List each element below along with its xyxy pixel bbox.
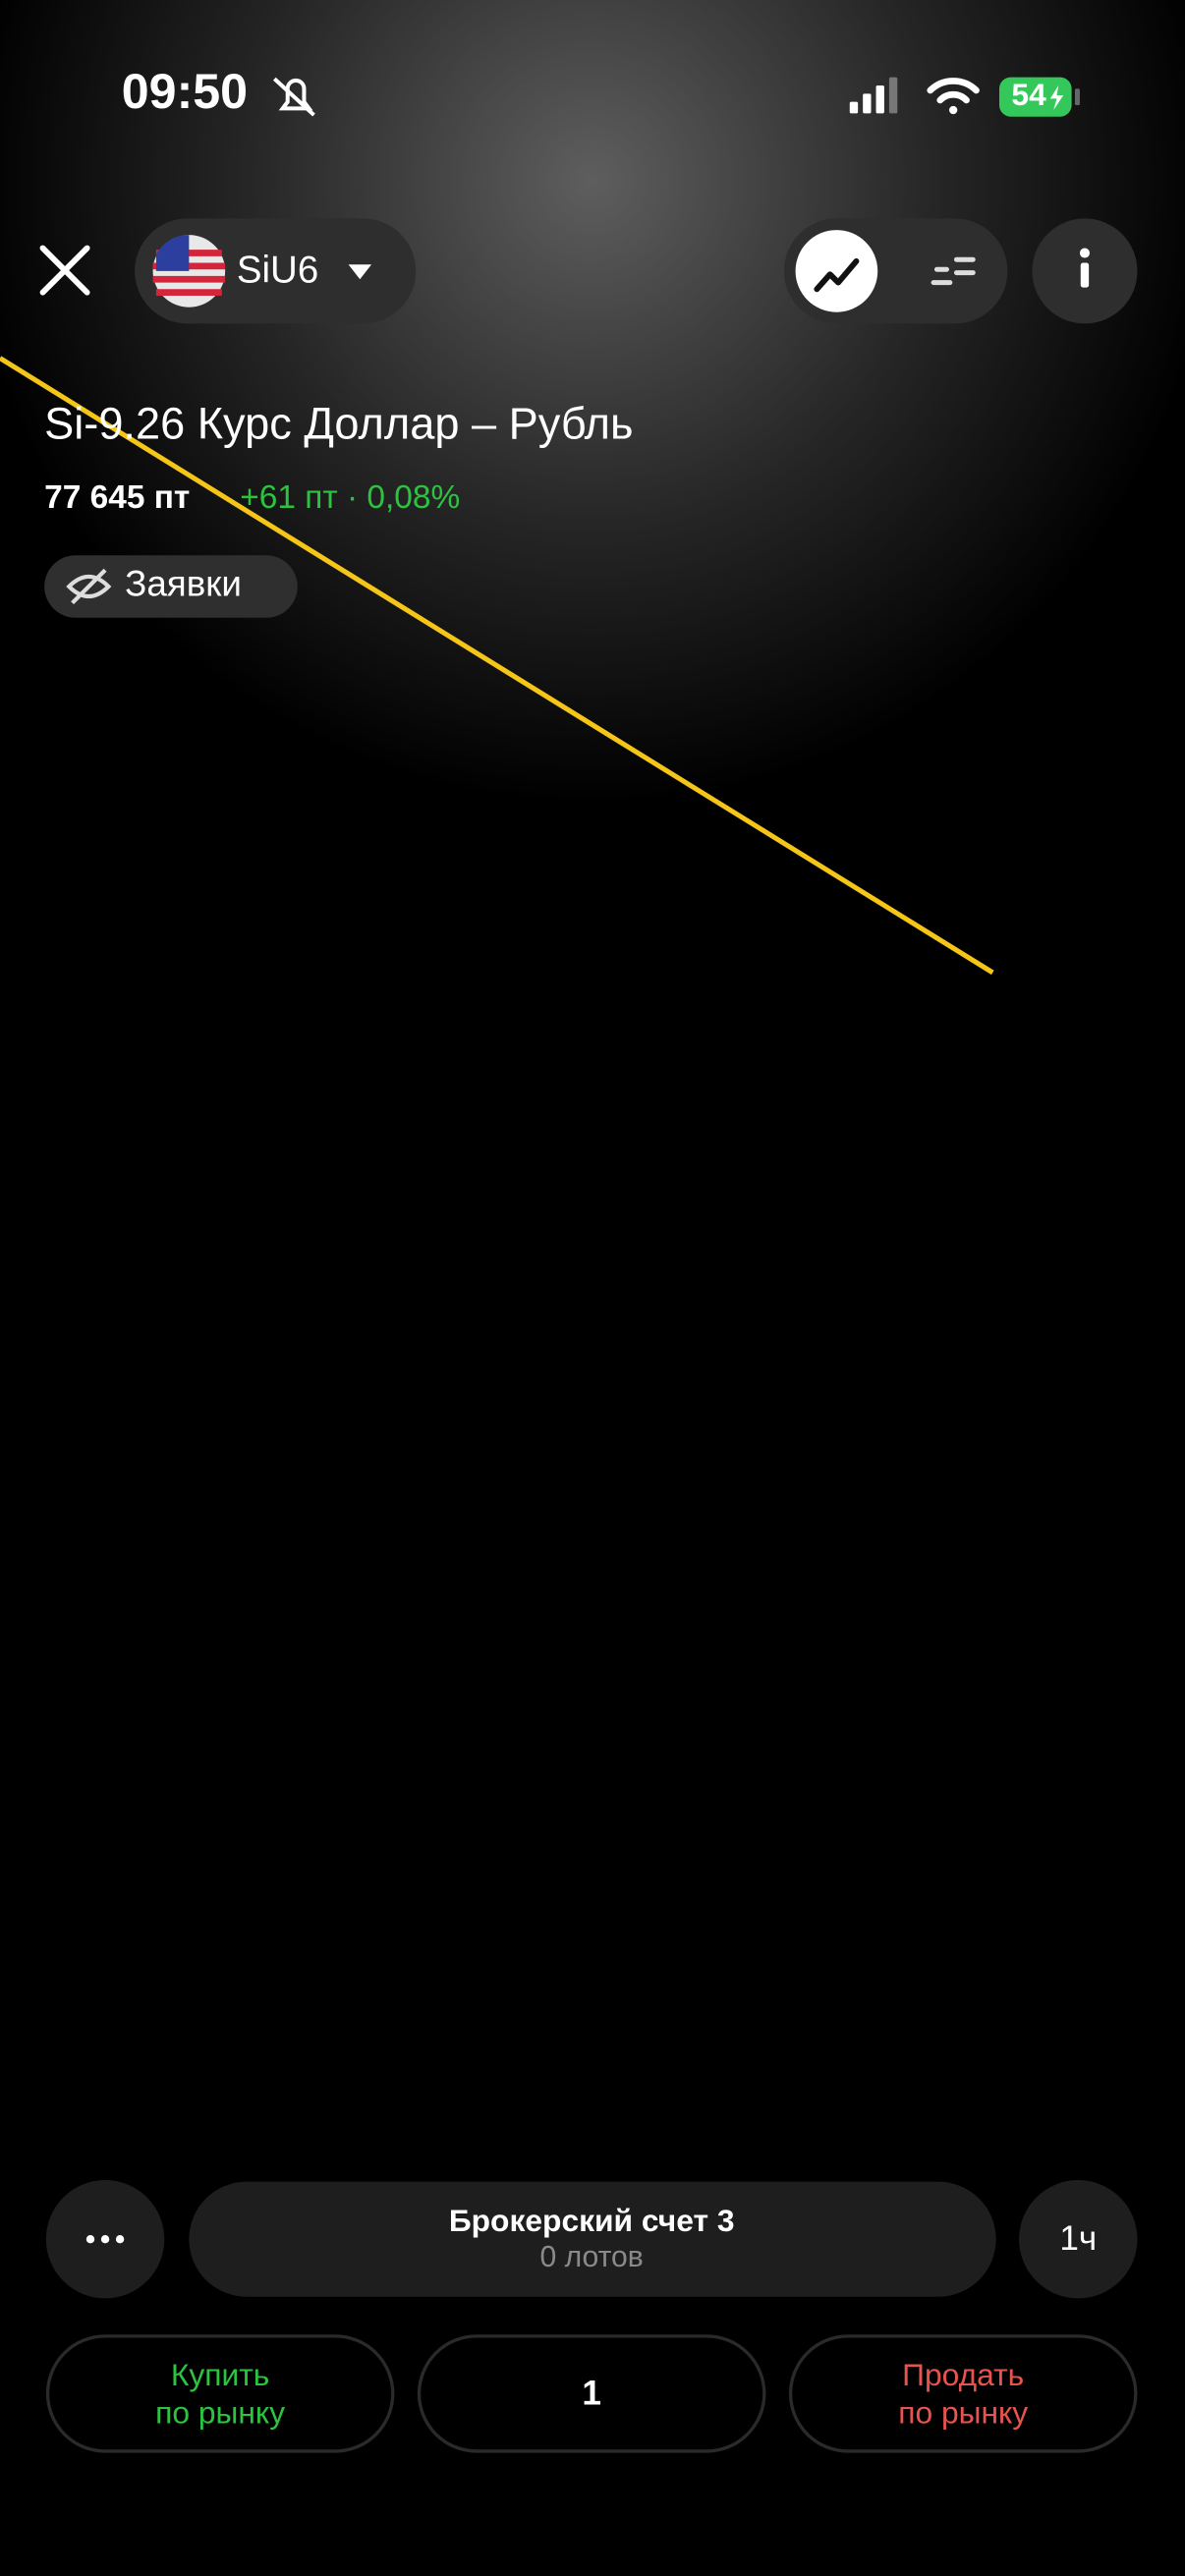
battery-level: 54 <box>1011 77 1046 112</box>
status-time: 09:50 <box>122 64 248 119</box>
orders-label[interactable]: Заявки <box>125 564 242 604</box>
price-text: 77 645 пт <box>44 479 190 516</box>
buy-button[interactable] <box>45 2334 395 2453</box>
orders-toggle[interactable] <box>44 555 298 618</box>
quantity-field[interactable] <box>417 2334 766 2453</box>
top-glow <box>0 0 1185 921</box>
sell-label[interactable]: Продать <box>902 2357 1024 2392</box>
account-lots: 0 лотов <box>540 2241 644 2273</box>
charging-bolt <box>1049 84 1064 111</box>
change-text: +61 пт · 0,08% <box>240 479 460 516</box>
battery-body <box>998 77 1072 117</box>
interval-button[interactable] <box>1019 2180 1138 2299</box>
sell-button[interactable] <box>788 2334 1138 2453</box>
line-mode-icon <box>814 257 860 293</box>
interval-label[interactable]: 1ч <box>1059 2219 1097 2258</box>
line-mode-button[interactable] <box>795 230 878 312</box>
trend-line <box>0 356 994 976</box>
instrument-title: Si-9.26 Курс Доллар – Рубль <box>44 399 633 449</box>
candle-mode-button[interactable] <box>931 256 976 286</box>
account-name[interactable]: Брокерский счет 3 <box>449 2203 735 2238</box>
mute-icon <box>272 77 315 117</box>
close-button[interactable] <box>39 245 90 296</box>
quantity[interactable]: 1 <box>582 2374 601 2412</box>
flag-icon <box>152 235 226 308</box>
eye-off-icon <box>66 568 112 605</box>
account-selector[interactable] <box>189 2181 996 2297</box>
more-icon <box>85 2235 125 2244</box>
info-icon <box>1079 248 1090 288</box>
battery-cap <box>1074 88 1080 106</box>
signal-icon <box>849 77 898 114</box>
buy-label[interactable]: по рынку <box>155 2395 285 2431</box>
wifi-icon <box>927 78 980 115</box>
ticker[interactable]: SiU6 <box>237 250 318 292</box>
buy-label[interactable]: Купить <box>171 2357 269 2392</box>
dropdown-arrow <box>348 264 372 280</box>
sell-label[interactable]: по рынку <box>898 2395 1028 2431</box>
